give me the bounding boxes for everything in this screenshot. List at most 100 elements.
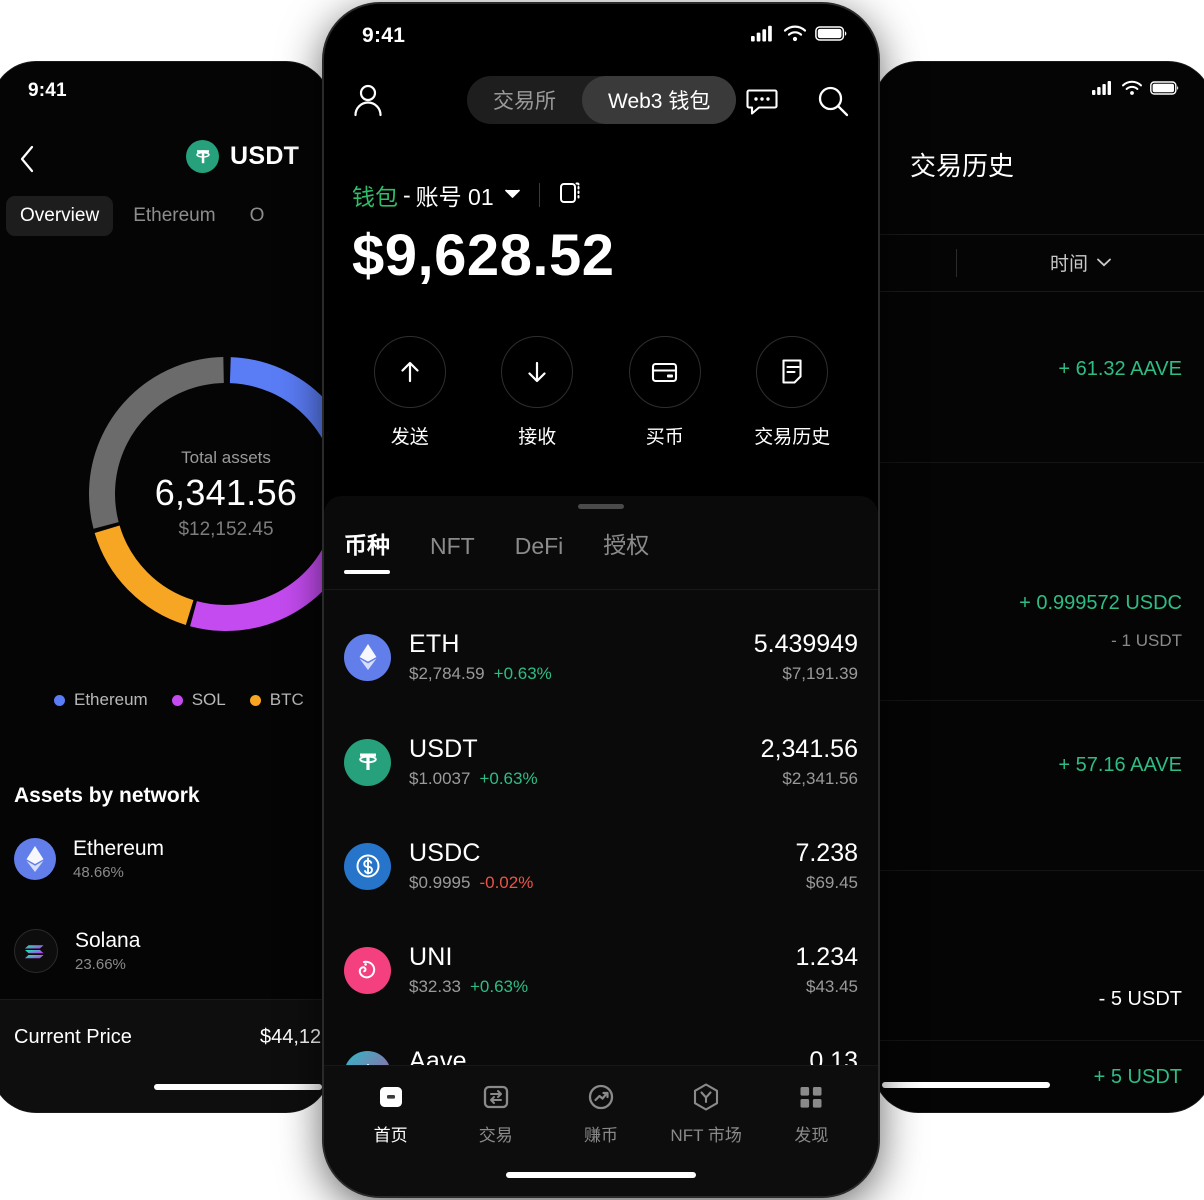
- token-change: +0.63%: [470, 977, 529, 996]
- nav-label: 发现: [794, 1126, 829, 1145]
- action-send[interactable]: 发送: [358, 336, 462, 449]
- transaction-row[interactable]: + 61.32 AAVE: [874, 290, 1204, 463]
- token-value: $7,191.39: [782, 664, 858, 683]
- copy-icon[interactable]: [558, 179, 584, 212]
- nav-label: 交易: [478, 1126, 513, 1145]
- transaction-row[interactable]: + 57.16 AAVE: [874, 700, 1204, 871]
- chat-bubble-icon[interactable]: [745, 84, 779, 123]
- solana-icon: [14, 929, 58, 974]
- token-amount: 7.238: [795, 839, 858, 867]
- home-indicator: [882, 1082, 1050, 1088]
- arrow-down-icon: [501, 336, 574, 408]
- nav-nft-market[interactable]: NFT 市场: [658, 1080, 754, 1146]
- chevron-left-icon[interactable]: [14, 142, 40, 176]
- network-row-ethereum[interactable]: Ethereum 48.66%: [14, 837, 164, 881]
- account-name: 账号 01: [415, 184, 494, 210]
- search-icon[interactable]: [816, 84, 850, 123]
- right-phone-mockup: 交易历史 时间 + 61.32 AAVE + 0.999572 USDC - 1…: [874, 62, 1204, 1112]
- tab-ethereum[interactable]: Ethereum: [133, 205, 216, 226]
- donut-total-value: 6,341.56: [154, 471, 298, 513]
- token-row[interactable]: ETH $2,784.59 +0.63% 5.439949 $7,191.39: [344, 610, 858, 704]
- tab-other[interactable]: O: [249, 205, 265, 226]
- assets-donut-chart: Total assets 6,341.56 $12,152.45: [76, 344, 330, 644]
- token-change: +0.63%: [479, 769, 538, 788]
- tab-overview[interactable]: Overview: [6, 196, 114, 236]
- person-icon[interactable]: [352, 83, 384, 124]
- donut-svg: [88, 357, 330, 631]
- quick-actions: 发送 接收 买币 交易: [324, 336, 878, 449]
- segmented-control: 交易所 Web3 钱包: [467, 76, 737, 124]
- transaction-row[interactable]: + 5 USDT ba86: [874, 1040, 1204, 1112]
- token-symbol: ETH: [409, 630, 460, 658]
- nav-discover[interactable]: 发现: [763, 1080, 859, 1146]
- legend-label: BTC: [269, 690, 304, 709]
- grid-icon: [795, 1080, 827, 1114]
- filter-time-label: 时间: [1050, 254, 1089, 275]
- network-text: Solana 23.66%: [75, 929, 140, 973]
- filter-time[interactable]: 时间: [1050, 249, 1111, 276]
- center-phone-screen: 9:41 交易所 Web3 钱包: [324, 4, 878, 1196]
- nav-home[interactable]: 首页: [343, 1080, 439, 1146]
- transaction-subamount: - 1 USDT: [1111, 631, 1182, 650]
- ethereum-icon: [14, 838, 56, 881]
- transaction-row[interactable]: + 0.999572 USDC - 1 USDT: [874, 462, 1204, 701]
- left-nav-bar: USDT: [0, 136, 330, 184]
- network-name: Solana: [75, 929, 141, 952]
- segment-web3-wallet[interactable]: Web3 钱包: [582, 76, 737, 124]
- right-page-title: 交易历史: [910, 151, 1015, 181]
- transaction-amount: + 0.999572 USDC: [1019, 592, 1182, 614]
- sheet-grabber[interactable]: [578, 504, 624, 509]
- nav-label: 赚币: [583, 1126, 618, 1145]
- left-tab-strip: Overview Ethereum O: [6, 196, 278, 236]
- network-percent: 23.66%: [75, 956, 126, 974]
- token-value: $43.45: [806, 977, 858, 996]
- center-status-bar: 9:41: [324, 24, 878, 54]
- segment-exchange[interactable]: 交易所: [493, 90, 556, 113]
- chevron-down-icon[interactable]: [504, 186, 521, 204]
- tab-defi[interactable]: DeFi: [514, 533, 564, 559]
- action-history[interactable]: 交易历史: [740, 336, 844, 449]
- tab-tokens[interactable]: 币种: [344, 526, 390, 574]
- token-row[interactable]: USDT $1.0037 +0.63% 2,341.56 $2,341.56: [344, 715, 858, 809]
- action-label: 发送: [390, 427, 429, 448]
- ethereum-icon: [344, 633, 391, 681]
- status-time: 9:41: [362, 24, 406, 47]
- token-row[interactable]: UNI $32.33 +0.63% 1.234 $43.45: [344, 923, 858, 1017]
- sheet-tab-underline: [324, 589, 878, 590]
- usdc-icon: [344, 842, 391, 890]
- wifi-icon: [783, 25, 807, 42]
- token-amount: 5.439949: [753, 630, 858, 658]
- filter-divider: [956, 249, 957, 277]
- token-info: ETH $2,784.59 +0.63%: [409, 630, 754, 684]
- tab-nft[interactable]: NFT: [430, 533, 475, 559]
- current-price-bar: Current Price $44,12: [0, 999, 330, 1112]
- tab-approvals[interactable]: 授权: [603, 532, 650, 558]
- transaction-row[interactable]: - 5 USDT 0a: [874, 870, 1204, 1049]
- action-buy[interactable]: 买币: [613, 336, 717, 449]
- legend-item-btc: BTC: [249, 690, 304, 710]
- action-receive[interactable]: 接收: [485, 336, 589, 449]
- nav-trade[interactable]: 交易: [448, 1080, 544, 1146]
- current-price-value: $44,12: [260, 1026, 322, 1048]
- token-value: $69.45: [806, 873, 858, 892]
- home-icon: [375, 1080, 407, 1114]
- home-indicator: [506, 1172, 696, 1178]
- legend-item-sol: SOL: [171, 690, 226, 710]
- network-name: Ethereum: [73, 837, 165, 860]
- credit-card-icon: [628, 336, 701, 408]
- nav-earn[interactable]: 赚币: [553, 1080, 649, 1146]
- legend-label: Ethereum: [74, 690, 148, 709]
- token-row[interactable]: USDC $0.9995 -0.02% 7.238 $69.45: [344, 819, 858, 913]
- network-text: Ethereum 48.66%: [73, 837, 164, 881]
- donut-center-labels: Total assets 6,341.56 $12,152.45: [76, 344, 330, 644]
- token-change: -0.02%: [479, 873, 534, 892]
- account-separator: -: [403, 181, 411, 208]
- network-row-solana[interactable]: Solana 23.66%: [14, 929, 140, 973]
- account-selector[interactable]: 钱包 - 账号 01: [352, 178, 584, 212]
- right-status-icons: [1092, 80, 1180, 96]
- token-price: $2,784.59: [409, 664, 485, 683]
- battery-icon: [1150, 81, 1179, 95]
- network-percent: 48.66%: [73, 864, 124, 882]
- usdt-icon: [186, 140, 219, 173]
